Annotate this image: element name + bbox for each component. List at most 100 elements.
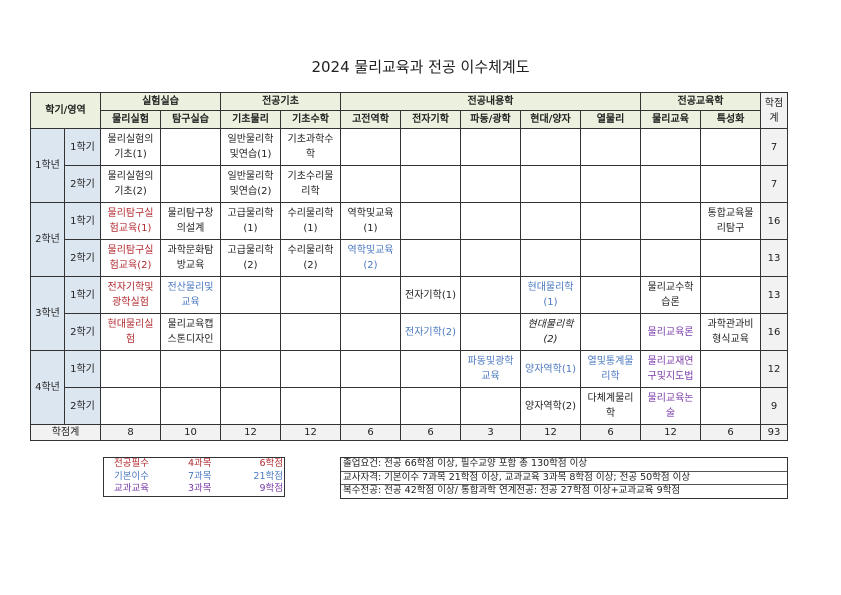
column-header: 물리교육 (640, 110, 701, 129)
course-cell (400, 387, 461, 425)
course-cell (220, 276, 281, 314)
course-cell: 전자기학(2) (400, 313, 461, 351)
grand-total: 93 (760, 424, 788, 441)
course-cell: 기초과학수 학 (280, 128, 341, 166)
totals-row: 학점계 8 10 12 12 6 6 3 12 6 12 6 93 (30, 424, 788, 441)
course-cell: 수리물리학 (1) (280, 202, 341, 240)
note-line: 복수전공: 전공 42학점 이상/ 통합과학 연계전공: 전공 27학점 이상+… (343, 485, 681, 496)
course-cell (700, 239, 761, 277)
course-cell (340, 165, 401, 203)
course-cell (460, 276, 521, 314)
table-row: 2학기 현대물리실 험 물리교육캡 스톤디자인 전자기학(2) 현대물리학 (2) 물리교… (31, 313, 788, 351)
group-header: 실험실습 (100, 92, 221, 111)
column-header: 특성화 (700, 110, 761, 129)
course-cell (340, 313, 401, 351)
course-cell: 물리교재연 구및지도법 (640, 350, 701, 388)
course-cell (340, 387, 401, 425)
term-label: 1학기 (64, 128, 101, 166)
course-cell: 물리실험의 기초(1) (100, 128, 161, 166)
term-label: 1학기 (64, 350, 101, 388)
course-cell: 물리탐구실 험교육(1) (100, 202, 161, 240)
course-cell (160, 350, 221, 388)
course-cell (460, 387, 521, 425)
course-cell (400, 350, 461, 388)
legend-courses: 3과목 (188, 483, 212, 494)
column-total: 12 (640, 424, 701, 441)
course-cell (520, 202, 581, 240)
course-cell (280, 276, 341, 314)
course-cell (400, 165, 461, 203)
course-cell: 고급물리학 (2) (220, 239, 281, 277)
term-label: 1학기 (64, 202, 101, 240)
table-row: 4학년 1학기 파동및광학 교육 양자역학(1) 열및통계물 리학 물리교재연 구및지도법… (30, 350, 788, 425)
totals-label: 학점계 (30, 424, 101, 441)
course-cell: 전자기학(1) (400, 276, 461, 314)
note-line: 졸업요건: 전공 66학점 이상, 필수교양 포함 총 130학점 이상 (341, 458, 787, 472)
column-header: 기초물리 (220, 110, 281, 129)
column-header: 전자기학 (400, 110, 461, 129)
course-cell: 물리교수학 습론 (640, 276, 701, 314)
course-cell (400, 239, 461, 277)
course-cell: 기초수리물 리학 (280, 165, 341, 203)
course-cell (520, 128, 581, 166)
legend-type: 전공필수 (114, 458, 149, 469)
legend-row: 교과교육 3과목 9학점 (104, 483, 284, 496)
year-label: 4학년 (30, 350, 65, 425)
course-cell: 전자기학및 광학실험 (100, 276, 161, 314)
course-cell (460, 128, 521, 166)
course-cell (700, 165, 761, 203)
course-cell (700, 387, 761, 425)
row-credit: 16 (760, 202, 788, 240)
column-total: 6 (400, 424, 461, 441)
corner-header: 학기/영역 (30, 92, 101, 129)
course-cell: 통합교육물 리탐구 (700, 202, 761, 240)
course-cell: 물리교육론 (640, 313, 701, 351)
course-cell: 현대물리실 험 (100, 313, 161, 351)
course-cell (160, 128, 221, 166)
course-cell (160, 387, 221, 425)
course-cell: 파동및광학 교육 (460, 350, 521, 388)
column-total: 12 (280, 424, 341, 441)
course-cell: 과학문화탐 방교육 (160, 239, 221, 277)
table-row: 1학년 1학기 물리실험의 기초(1) 일반물리학 및연습(1) 기초과학수 학 7 (30, 128, 788, 203)
column-header: 물리실험 (100, 110, 161, 129)
legend-credits: 21학점 (253, 470, 283, 482)
table-row: 3학년 1학기 전자기학및 광학실험 전산물리및 교육 전자기학(1) 현대물리학 (1)… (30, 276, 788, 351)
column-total: 6 (580, 424, 641, 441)
course-cell (640, 165, 701, 203)
course-cell (460, 165, 521, 203)
legend-type: 교과교육 (114, 483, 149, 494)
course-cell (460, 239, 521, 277)
course-cell (640, 239, 701, 277)
term-label: 2학기 (64, 313, 101, 351)
row-credit: 9 (760, 387, 788, 425)
legend-courses: 4과목 (188, 458, 212, 469)
term-label: 1학기 (64, 276, 101, 314)
course-cell (700, 350, 761, 388)
course-cell: 현대물리학 (1) (520, 276, 581, 314)
requirements-notes: 졸업요건: 전공 66학점 이상, 필수교양 포함 총 130학점 이상 교사자격… (340, 457, 788, 499)
course-cell (280, 387, 341, 425)
row-credit: 7 (760, 165, 788, 203)
course-cell (580, 313, 641, 351)
group-header: 전공내용학 (340, 92, 641, 111)
course-cell (460, 202, 521, 240)
course-cell (640, 202, 701, 240)
row-credit: 7 (760, 128, 788, 166)
credit-header-label: 학점계 (764, 97, 784, 124)
term-label: 2학기 (64, 387, 101, 425)
column-total: 6 (700, 424, 761, 441)
table-row: 2학기 물리실험의 기초(2) 일반물리학 및연습(2) 기초수리물 리학 7 (31, 165, 788, 203)
group-header: 전공교육학 (640, 92, 761, 111)
course-cell (100, 350, 161, 388)
course-cell (580, 165, 641, 203)
column-total: 6 (340, 424, 401, 441)
year-label: 2학년 (30, 202, 65, 277)
course-cell: 물리교육캡 스톤디자인 (160, 313, 221, 351)
course-cell (400, 128, 461, 166)
row-credit: 13 (760, 239, 788, 277)
row-credit: 16 (760, 313, 788, 351)
course-cell: 역학및교육 (2) (340, 239, 401, 277)
course-cell (340, 128, 401, 166)
course-cell: 현대물리학 (2) (520, 313, 581, 351)
